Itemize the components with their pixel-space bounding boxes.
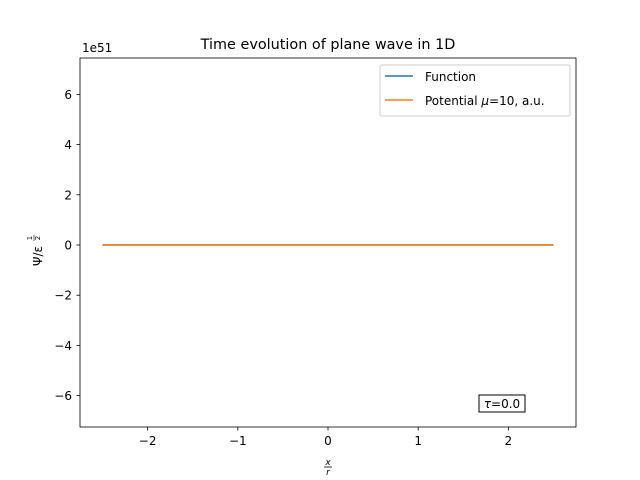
legend: Function Potential μ=10, a.u. xyxy=(379,64,571,117)
x-axis-label-numerator: x xyxy=(324,458,331,468)
y-offset-text: 1e51 xyxy=(82,41,112,55)
chart-title: Time evolution of plane wave in 1D xyxy=(200,37,456,53)
x-tick-label: 2 xyxy=(505,434,513,448)
legend-label-potential: Potential μ=10, a.u. xyxy=(425,94,545,108)
tau-annotation-box xyxy=(478,394,526,413)
x-tick-label: 1 xyxy=(414,434,422,448)
tau-value: =0.0 xyxy=(491,397,520,411)
y-axis-label: Ψ/ε 1 2 xyxy=(26,235,45,266)
legend-box xyxy=(379,64,571,117)
y-axis-label-exp-denominator: 2 xyxy=(34,236,42,240)
y-tick-label: 4 xyxy=(64,138,72,152)
y-tick-label: −4 xyxy=(54,339,72,353)
x-axis-ticks: −2 −1 0 1 2 xyxy=(139,427,512,448)
legend-potential-prefix: Potential xyxy=(425,94,481,108)
y-axis-ticks: −6 −4 −2 0 2 4 6 xyxy=(54,88,80,403)
y-tick-label: 0 xyxy=(64,239,72,253)
tau-annotation-text: τ=0.0 xyxy=(484,397,520,411)
legend-potential-mu: μ xyxy=(480,94,489,108)
y-tick-label: −6 xyxy=(54,389,72,403)
x-axis-label: x r xyxy=(324,458,332,478)
x-tick-label: 0 xyxy=(324,434,332,448)
tau-annotation: τ=0.0 xyxy=(478,394,526,413)
legend-label-function: Function xyxy=(425,70,476,84)
legend-potential-suffix: =10, a.u. xyxy=(489,94,545,108)
y-tick-label: 6 xyxy=(64,88,72,102)
y-axis-label-exp-numerator: 1 xyxy=(26,236,34,240)
x-tick-label: −1 xyxy=(229,434,247,448)
y-axis-label-main: Ψ/ε xyxy=(31,246,45,266)
tau-symbol: τ xyxy=(484,397,492,411)
x-axis-label-denominator: r xyxy=(326,468,331,478)
x-tick-label: −2 xyxy=(139,434,157,448)
y-tick-label: 2 xyxy=(64,188,72,202)
y-tick-label: −2 xyxy=(54,289,72,303)
